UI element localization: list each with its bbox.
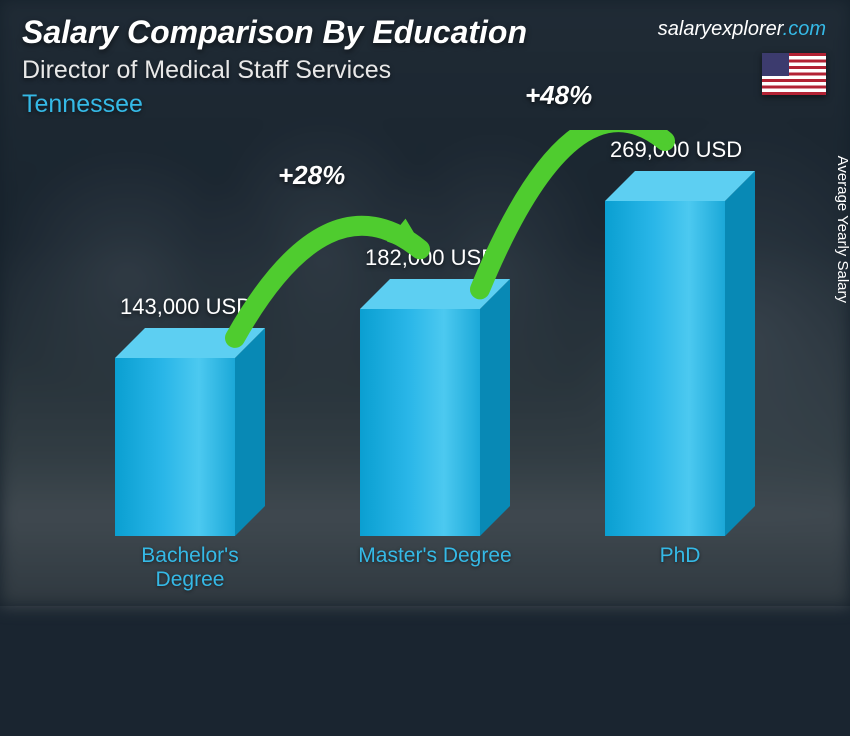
chart-region: Tennessee	[22, 90, 143, 119]
y-axis-label: Average Yearly Salary	[834, 156, 850, 303]
bar-category-label: Master's Degree	[355, 544, 515, 568]
brand-logo: salaryexplorer.com	[658, 18, 826, 41]
bar: 269,000 USDPhD	[605, 171, 755, 536]
bar: 182,000 USDMaster's Degree	[360, 279, 510, 536]
increase-pct-label: +48%	[525, 80, 592, 111]
bar-category-label: PhD	[600, 544, 760, 568]
bar-front	[605, 201, 725, 536]
bar-category-label: Bachelor's Degree	[110, 544, 270, 592]
bar-value-label: 143,000 USD	[120, 294, 252, 320]
content-layer: Salary Comparison By Education Director …	[0, 0, 850, 606]
increase-pct-label: +28%	[278, 160, 345, 191]
us-flag-icon	[762, 53, 826, 95]
bar-front	[115, 358, 235, 536]
bar: 143,000 USDBachelor's Degree	[115, 328, 265, 536]
bar-side	[235, 328, 265, 536]
brand-domain: .com	[783, 18, 826, 40]
bar-value-label: 269,000 USD	[610, 137, 742, 163]
bar-value-label: 182,000 USD	[365, 245, 497, 271]
bar-side	[480, 279, 510, 536]
chart-subtitle: Director of Medical Staff Services	[22, 56, 391, 85]
bar-front	[360, 309, 480, 536]
bar-chart: 143,000 USDBachelor's Degree182,000 USDM…	[60, 130, 780, 586]
brand-name: salaryexplorer	[658, 18, 783, 40]
chart-title: Salary Comparison By Education	[22, 14, 527, 51]
bar-side	[725, 171, 755, 536]
